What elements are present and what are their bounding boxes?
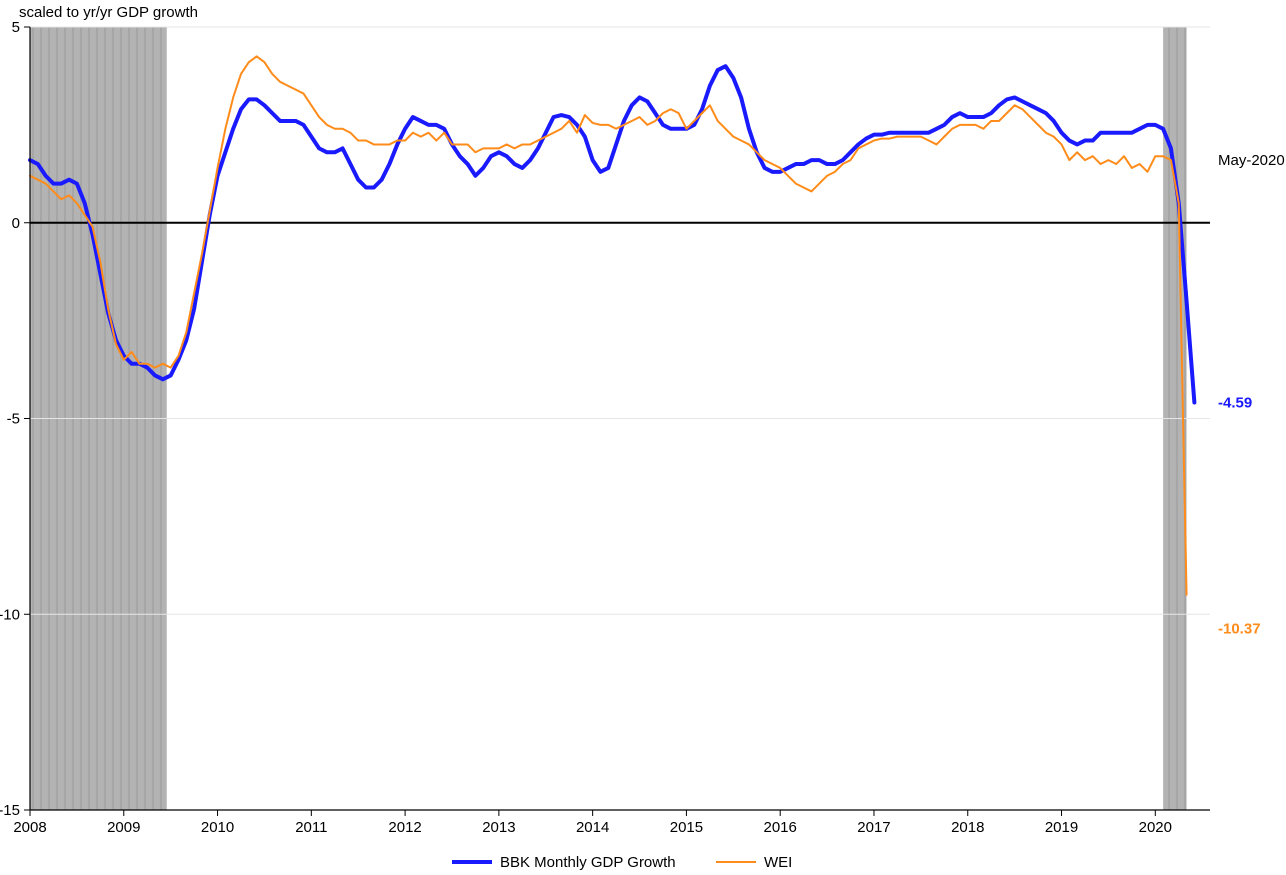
y-axis-title: scaled to yr/yr GDP growth bbox=[19, 4, 198, 21]
legend-label: WEI bbox=[764, 854, 792, 871]
x-tick-label: 2018 bbox=[951, 819, 984, 836]
y-tick-label: -15 bbox=[0, 802, 20, 819]
x-tick-label: 2013 bbox=[482, 819, 515, 836]
x-tick-label: 2017 bbox=[857, 819, 890, 836]
y-tick-label: -10 bbox=[0, 606, 20, 623]
y-tick-label: -5 bbox=[7, 411, 20, 428]
bbk-end-label: -4.59 bbox=[1218, 394, 1252, 411]
gdp-growth-chart: -15 -10 -5 0 5 2008 2009 2010 2011 2012 2013 2014 20… bbox=[0, 0, 1286, 875]
x-tick-label: 2011 bbox=[295, 819, 327, 836]
x-tick-label: 2008 bbox=[13, 819, 46, 836]
wei-end-label: -10.37 bbox=[1218, 621, 1261, 638]
x-tick-label: 2020 bbox=[1139, 819, 1172, 836]
date-annotation: May-2020 bbox=[1218, 152, 1285, 169]
x-tick-label: 2014 bbox=[576, 819, 609, 836]
x-tick-label: 2010 bbox=[201, 819, 234, 836]
legend-label: BBK Monthly GDP Growth bbox=[500, 854, 676, 871]
x-tick-label: 2015 bbox=[670, 819, 703, 836]
x-tick-label: 2009 bbox=[107, 819, 140, 836]
x-tick-label: 2019 bbox=[1045, 819, 1078, 836]
y-tick-label: 5 bbox=[12, 19, 20, 36]
chart-svg: -15 -10 -5 0 5 2008 2009 2010 2011 2012 2013 2014 20… bbox=[0, 0, 1286, 875]
chart-bg bbox=[0, 0, 1286, 875]
x-tick-label: 2016 bbox=[764, 819, 797, 836]
x-tick-label: 2012 bbox=[388, 819, 421, 836]
y-tick-label: 0 bbox=[12, 215, 20, 232]
